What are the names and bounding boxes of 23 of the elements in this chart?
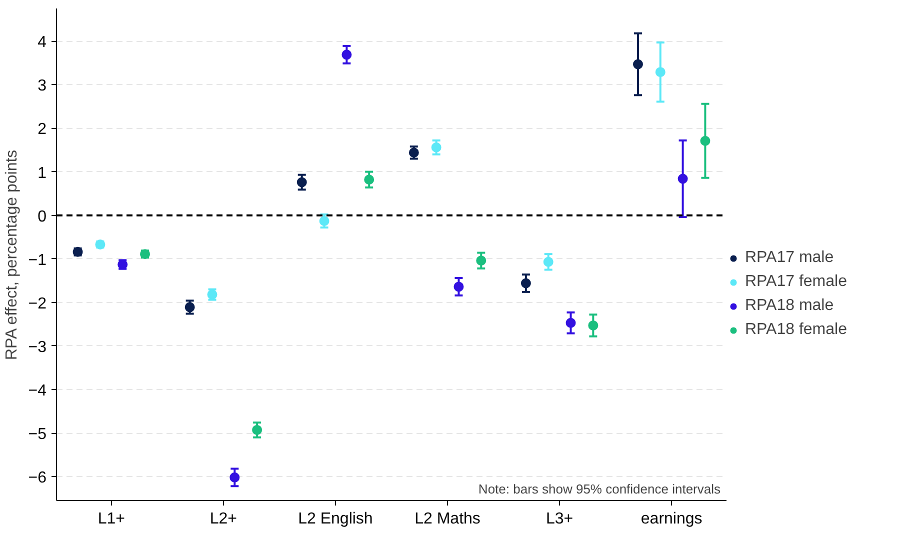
legend-label: RPA18 female: [745, 321, 847, 339]
x-tick-label: earnings: [640, 510, 702, 528]
legend-label: RPA17 female: [745, 273, 847, 291]
x-tick-label: L1+: [98, 510, 125, 528]
y-tick-label: 0: [38, 208, 47, 226]
y-tick-label: 2: [38, 121, 47, 138]
x-tick-label: L2 English: [298, 510, 373, 528]
y-tick-label: −3: [28, 338, 47, 356]
x-tick-label: L2 Maths: [414, 510, 480, 528]
y-tick-label: 1: [38, 164, 47, 182]
annotation: Note: bars show 95% confidence intervals: [478, 482, 721, 496]
legend-label: RPA18 male: [745, 297, 834, 315]
y-tick-label: −6: [28, 470, 47, 487]
y-tick-label: −4: [28, 382, 47, 400]
y-tick-label: −5: [28, 426, 47, 444]
y-tick-label: 3: [38, 78, 47, 95]
x-tick-label: L2+: [210, 510, 238, 528]
y-tick-label: 4: [38, 34, 47, 52]
y-axis-title: RPA effect, percentage points: [3, 150, 20, 360]
legend-label: RPA17 male: [745, 249, 834, 267]
y-tick-label: −2: [28, 295, 47, 312]
y-tick-label: −1: [28, 252, 47, 269]
x-tick-label: L3+: [546, 510, 574, 528]
